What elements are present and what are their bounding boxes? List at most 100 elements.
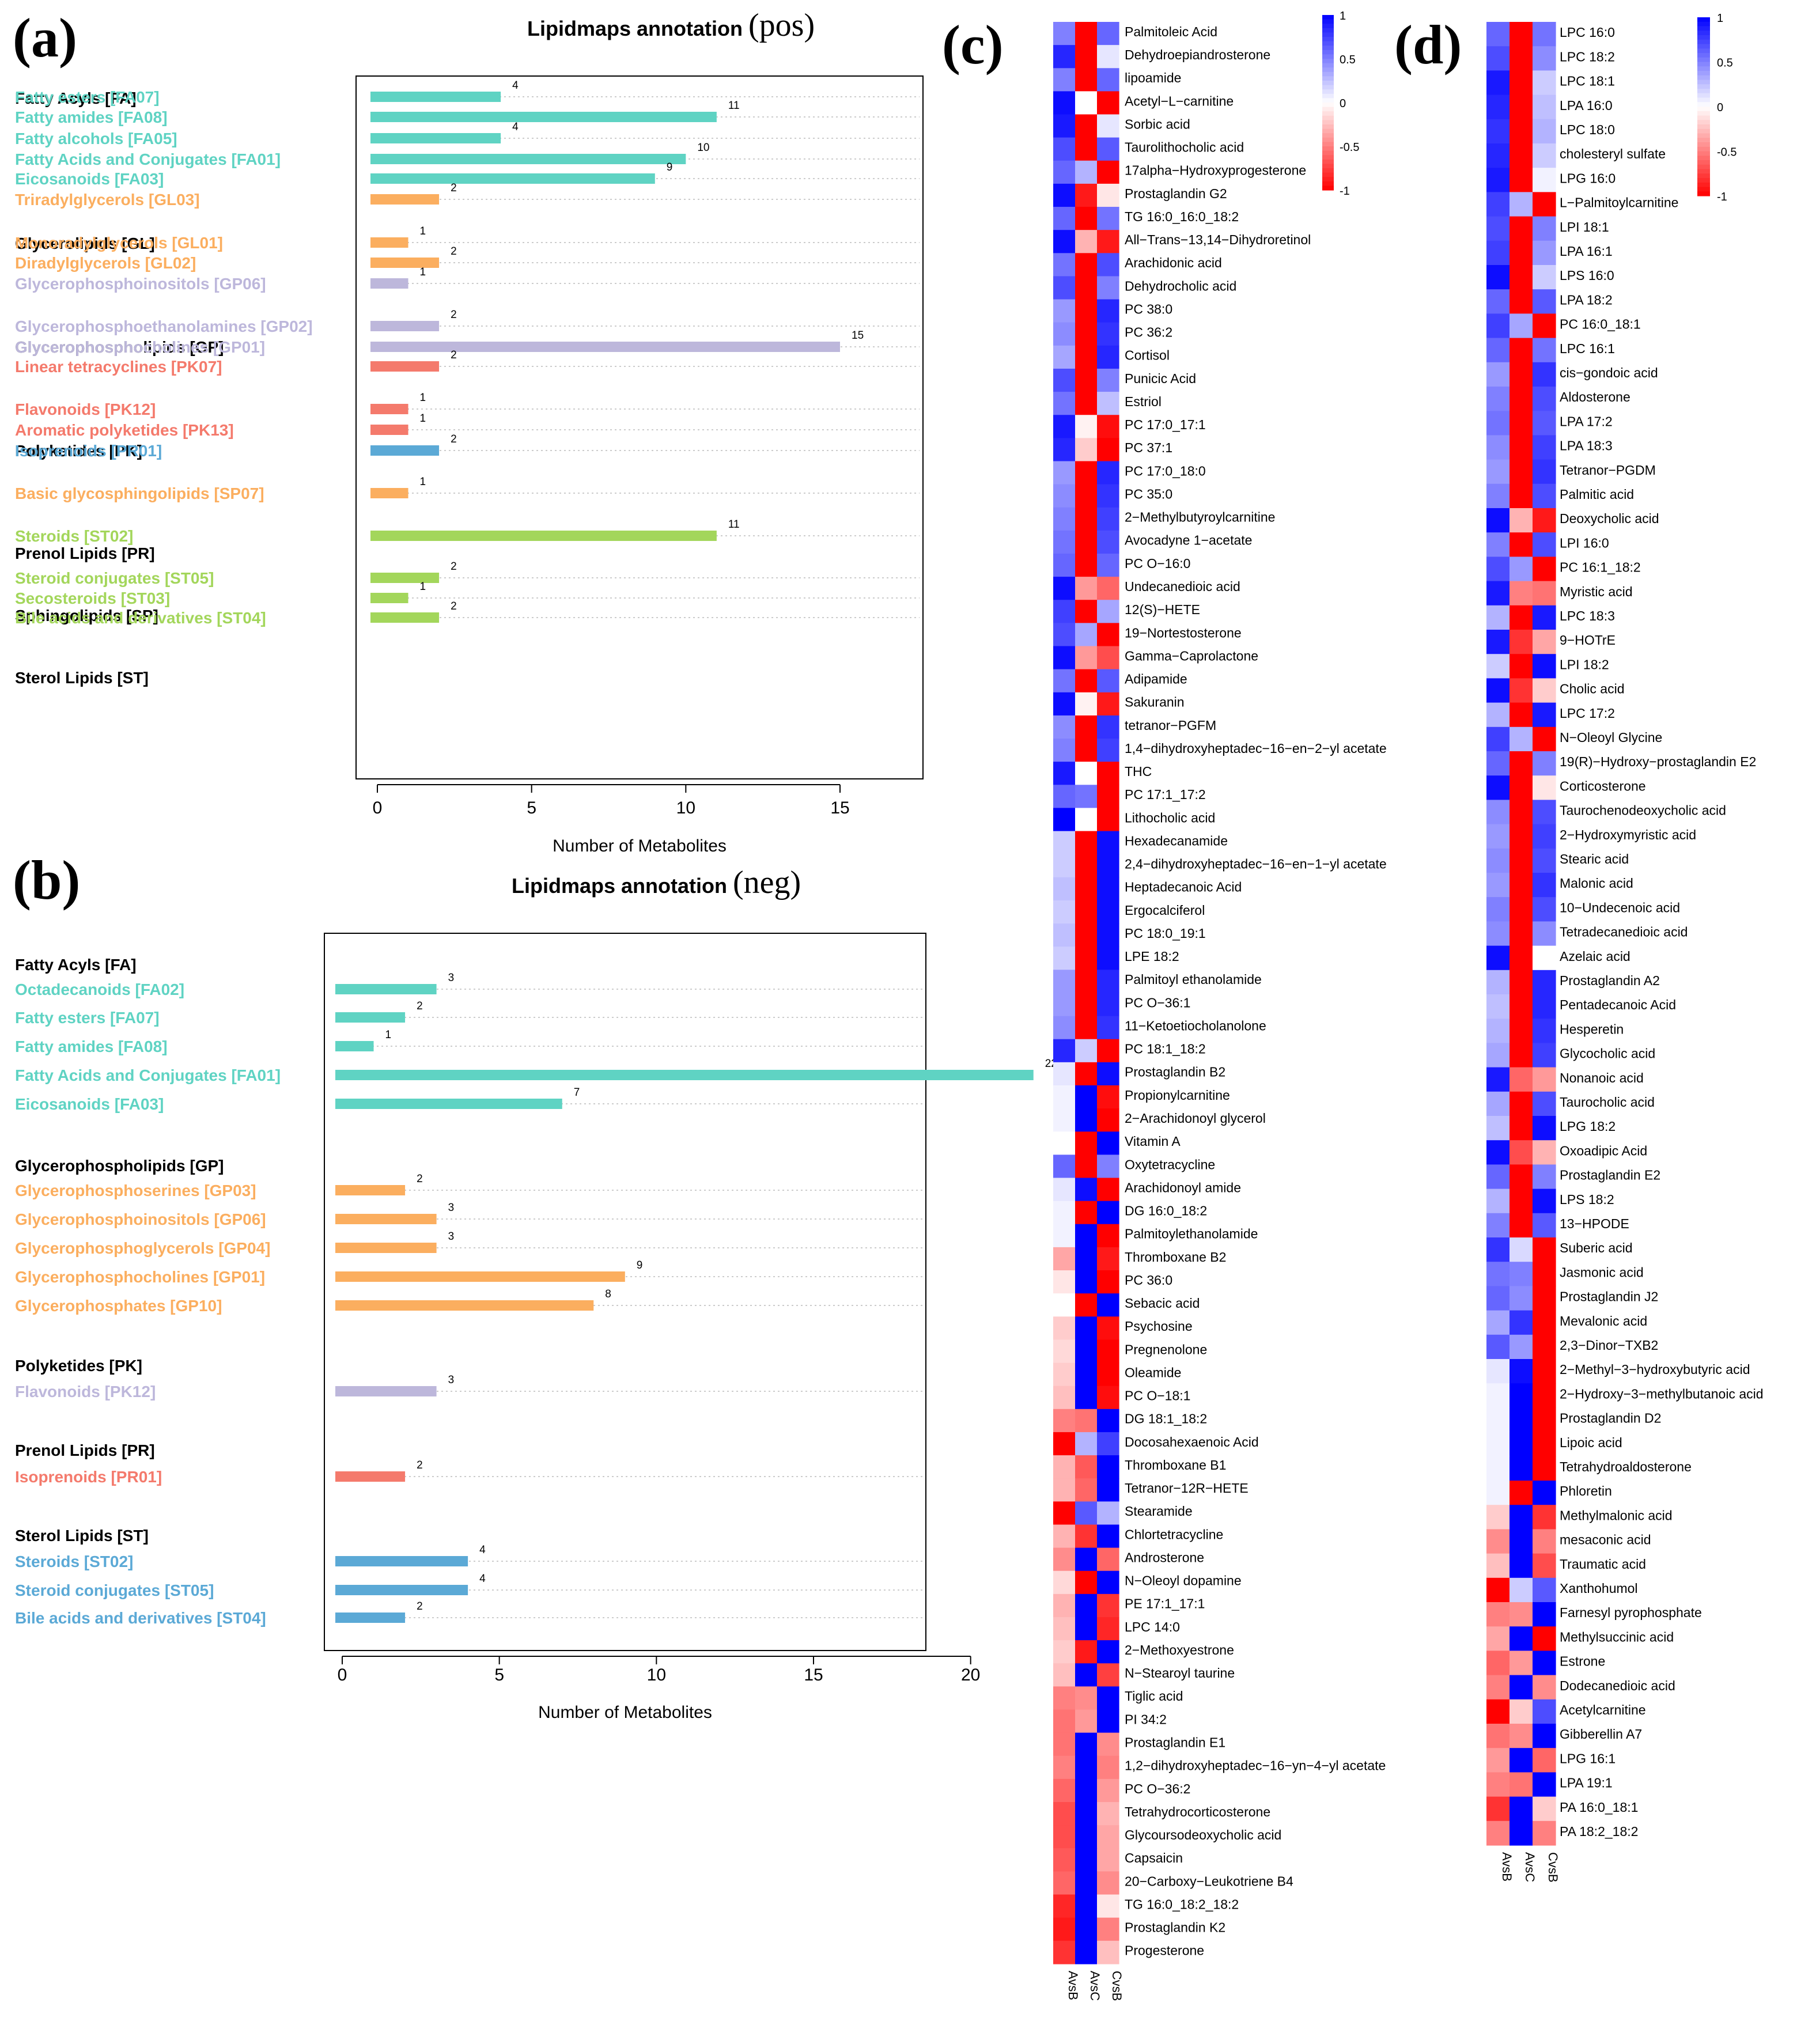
heatmap-d-cell	[1533, 1724, 1556, 1748]
heatmap-c-cell	[1053, 415, 1076, 438]
heatmap-d-cell	[1533, 970, 1556, 995]
chart-b-plot-frame	[324, 933, 926, 1651]
chart-b-data-label: 3	[448, 1231, 455, 1243]
heatmap-d-cell	[1486, 1213, 1510, 1238]
heatmap-c-legend-swatch	[1322, 137, 1334, 142]
heatmap-c-row-label: Sakuranin	[1125, 695, 1185, 710]
heatmap-c-cell	[1053, 1039, 1076, 1063]
heatmap-c-legend-swatch	[1322, 150, 1334, 156]
heatmap-c-legend-swatch	[1322, 186, 1334, 191]
chart-a-category-label: Glycerophosphocholines [GP01]	[15, 338, 265, 356]
heatmap-c-cell	[1075, 1663, 1098, 1687]
heatmap-c-cell	[1075, 1270, 1098, 1294]
heatmap-c-cell	[1097, 993, 1119, 1017]
heatmap-c-row-label: tetranor−PGFM	[1125, 718, 1216, 733]
heatmap-d-cell	[1533, 605, 1556, 630]
heatmap-c-cell	[1075, 577, 1098, 600]
heatmap-d-legend-swatch	[1697, 111, 1710, 116]
heatmap-d-row-label: Taurocholic acid	[1560, 1095, 1655, 1110]
chart-a-data-label: 2	[451, 600, 457, 612]
heatmap-c-cell	[1053, 68, 1076, 92]
heatmap-d-row-label: 2−Methyl−3−hydroxybutyric acid	[1560, 1362, 1750, 1377]
heatmap-c-row-label: 2−Methylbutyroylcarnitine	[1125, 510, 1275, 525]
heatmap-c-legend-swatch	[1322, 124, 1334, 130]
heatmap-c-cell	[1075, 1178, 1098, 1202]
heatmap-d-cell	[1533, 726, 1556, 752]
heatmap-d-row-label: PA 18:2_18:2	[1560, 1824, 1638, 1839]
chart-b-group-label: Glycerophospholipids [GP]	[15, 1157, 224, 1175]
heatmap-c-legend-swatch	[1322, 81, 1334, 86]
heatmap-c-cell	[1053, 1478, 1076, 1502]
heatmap-d-cell	[1533, 216, 1556, 241]
heatmap-c-cell	[1075, 785, 1098, 809]
chart-a-x-tick-label: 10	[676, 798, 695, 817]
heatmap-d-cell	[1510, 751, 1533, 776]
heatmap-d-legend-tick-label: 0.5	[1717, 57, 1733, 70]
chart-b-x-axis-label: Number of Metabolites	[538, 1703, 712, 1722]
chart-a-plot-frame	[355, 75, 924, 779]
heatmap-d-legend-swatch	[1697, 26, 1710, 31]
panel-label-c: (c)	[942, 14, 1004, 75]
heatmap-d-cell	[1510, 192, 1533, 217]
heatmap-d-cell	[1533, 921, 1556, 947]
heatmap-d-row-label: L−Palmitoylcarnitine	[1560, 195, 1678, 210]
chart-b-data-label: 8	[605, 1288, 611, 1300]
heatmap-c-cell	[1075, 1039, 1098, 1063]
heatmap-d-cell	[1533, 1699, 1556, 1724]
heatmap-c-cell	[1053, 669, 1076, 693]
chart-a-data-label: 2	[451, 433, 457, 445]
heatmap-d-cell	[1533, 70, 1556, 96]
heatmap-c-legend-swatch	[1322, 172, 1334, 177]
heatmap-c-cell	[1097, 692, 1119, 716]
heatmap-c-legend-swatch	[1322, 28, 1334, 33]
heatmap-c-cell	[1053, 1293, 1076, 1317]
heatmap-c-legend-swatch	[1322, 181, 1334, 186]
heatmap-d-cell	[1486, 1796, 1510, 1822]
heatmap-c-cell	[1053, 322, 1076, 346]
heatmap-d-cell	[1486, 945, 1510, 971]
chart-b-data-label: 2	[417, 1459, 423, 1471]
heatmap-d-cell	[1510, 678, 1533, 703]
heatmap-d-row-label: Palmitic acid	[1560, 487, 1634, 502]
heatmap-d-cell	[1486, 1262, 1510, 1286]
chart-b-bar	[335, 1471, 406, 1482]
chart-b-bar	[335, 1271, 625, 1282]
heatmap-d-cell	[1533, 873, 1556, 898]
heatmap-d-cell	[1533, 1334, 1556, 1360]
heatmap-d-row-label: LPA 17:2	[1560, 414, 1613, 429]
heatmap-d-legend-swatch	[1697, 97, 1710, 103]
heatmap-c-legend-swatch	[1322, 98, 1334, 103]
heatmap-c-cell	[1075, 1894, 1098, 1918]
chart-a-bar	[370, 593, 408, 603]
heatmap-c-cell	[1097, 1802, 1119, 1826]
heatmap-c-cell	[1075, 808, 1098, 832]
heatmap-d-cell	[1533, 1626, 1556, 1651]
chart-b-bar	[335, 1041, 374, 1051]
heatmap-c-cell	[1075, 1108, 1098, 1132]
chart-a-category-label: Fatty Acids and Conjugates [FA01]	[15, 150, 281, 168]
heatmap-c-cell	[1075, 623, 1098, 647]
heatmap-d-cell	[1533, 1116, 1556, 1141]
heatmap-d-cell	[1533, 1577, 1556, 1603]
heatmap-d-row-label: N−Oleoyl Glycine	[1560, 730, 1662, 745]
heatmap-d-cell	[1510, 1626, 1533, 1651]
heatmap-d-row-label: mesaconic acid	[1560, 1532, 1651, 1547]
heatmap-c-cell	[1053, 715, 1076, 739]
heatmap-d-cell	[1486, 362, 1510, 387]
heatmap-c-row-label: Capsaicin	[1125, 1850, 1183, 1865]
heatmap-d-cell	[1510, 1383, 1533, 1408]
heatmap-d-row-label: Malonic acid	[1560, 876, 1633, 891]
heatmap-c-row-label: 20−Carboxy−Leukotriene B4	[1125, 1873, 1293, 1888]
heatmap-c-cell	[1053, 368, 1076, 392]
heatmap-d-cell	[1533, 557, 1556, 582]
chart-a-bar	[370, 133, 501, 143]
heatmap-d-cell	[1510, 1529, 1533, 1554]
heatmap-d-legend-swatch	[1697, 138, 1710, 143]
heatmap-c-row-label: All−Trans−13,14−Dihydroretinol	[1125, 232, 1311, 247]
heatmap-c-row-label: N−Oleoyl dopamine	[1125, 1573, 1242, 1588]
heatmap-d-cell	[1533, 1820, 1556, 1846]
chart-a-data-label: 4	[512, 80, 519, 92]
heatmap-d-row-label: Traumatic acid	[1560, 1557, 1646, 1572]
chart-a-category-label: Diradylglycerols [GL02]	[15, 254, 196, 272]
heatmap-c-cell	[1075, 530, 1098, 554]
